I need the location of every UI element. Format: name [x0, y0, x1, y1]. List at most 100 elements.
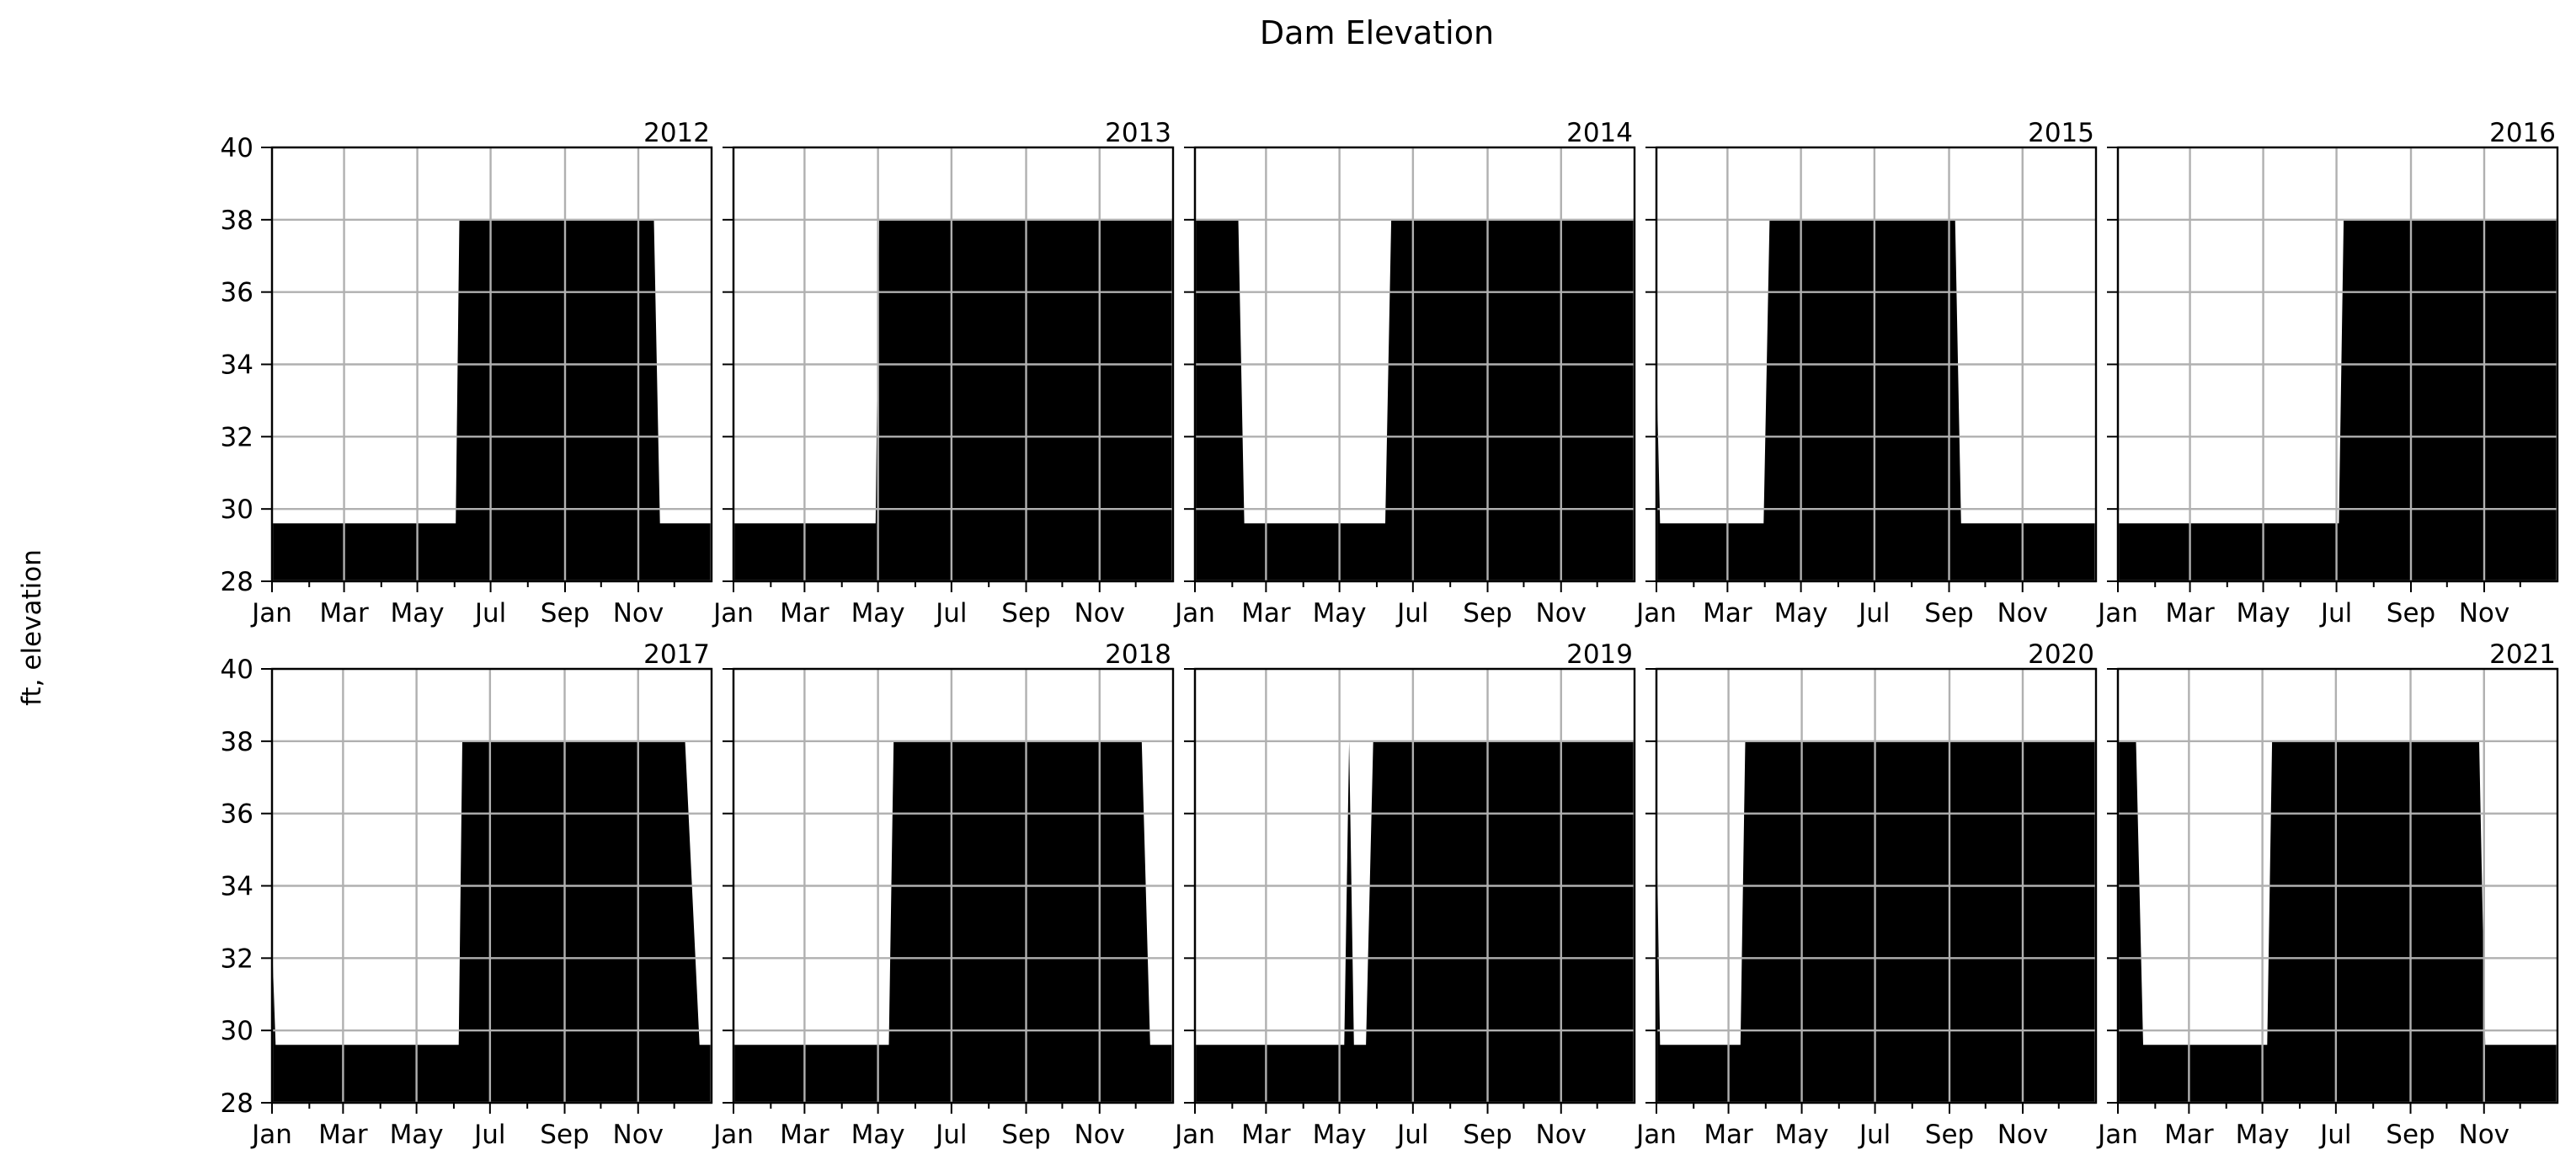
x-tick-label: May	[391, 598, 445, 628]
x-tick-label: May	[1313, 1120, 1367, 1150]
panel-2020: Jan Mar May Jul Sep Nov 2020	[1635, 639, 2098, 1150]
x-tick-label: Jul	[1857, 598, 1890, 628]
x-tick-label: Nov	[1997, 598, 2049, 628]
y-tick-label: 28	[221, 567, 253, 597]
panel-2012: Jan Mar May Jul Sep Nov 28 30 32 34 36 38 40 2012	[221, 118, 713, 628]
elevation-area-2018	[733, 741, 1172, 1103]
x-tick-label: Jul	[472, 1120, 505, 1150]
elevation-area-2021	[2118, 741, 2557, 1103]
x-tick-label: Nov	[613, 598, 664, 628]
panel-year-label: 2017	[643, 639, 710, 670]
x-tick-label: Sep	[2386, 1120, 2435, 1150]
y-tick-label: 36	[221, 278, 253, 308]
elevation-area-2015	[1656, 219, 2095, 581]
x-tick-label: Jan	[2096, 598, 2138, 628]
x-tick-label: Nov	[1997, 1120, 2049, 1150]
x-tick-label: Jan	[1173, 598, 1215, 628]
x-tick-label: Mar	[1703, 598, 1752, 628]
y-axis-label: ft, elevation	[17, 549, 47, 706]
x-tick-label: Jan	[1635, 598, 1677, 628]
x-tick-label: Sep	[541, 598, 589, 628]
panel-year-label: 2012	[643, 118, 710, 148]
panel-2016: Jan Mar May Jul Sep Nov 2016	[2096, 118, 2559, 628]
x-tick-label: Nov	[1075, 1120, 1126, 1150]
panel-2013: Jan Mar May Jul Sep Nov 2013	[712, 118, 1175, 628]
x-tick-label: May	[1775, 1120, 1829, 1150]
x-tick-label: Nov	[1536, 598, 1587, 628]
y-tick-label: 40	[221, 655, 253, 685]
x-tick-label: Nov	[1075, 598, 1126, 628]
x-tick-label: Jul	[2319, 598, 2352, 628]
x-tick-label: Jul	[1395, 598, 1428, 628]
elevation-area-2019	[1195, 741, 1634, 1103]
y-tick-label: 30	[221, 1016, 253, 1046]
x-tick-label: Nov	[1536, 1120, 1587, 1150]
panel-2018: Jan Mar May Jul Sep Nov 2018	[712, 639, 1175, 1150]
panel-2014: Jan Mar May Jul Sep Nov 2014	[1173, 118, 1636, 628]
panel-year-label: 2021	[2489, 639, 2556, 670]
y-tick-label: 40	[221, 133, 253, 163]
x-tick-label: Jul	[1858, 1120, 1891, 1150]
y-tick-label: 38	[221, 206, 253, 236]
panel-year-label: 2018	[1105, 639, 1171, 670]
x-tick-label: Jul	[934, 1120, 967, 1150]
x-tick-label: May	[1313, 598, 1367, 628]
panel-2017: Jan Mar May Jul Sep Nov 28 30 32 34 36 38 40 2017	[221, 639, 713, 1150]
panel-2015: Jan Mar May Jul Sep Nov 2015	[1635, 118, 2098, 628]
panel-year-label: 2020	[2028, 639, 2094, 670]
y-tick-label: 34	[221, 350, 253, 381]
panel-year-label: 2014	[1566, 118, 1633, 148]
x-tick-label: Mar	[318, 1120, 368, 1150]
chart-title: Dam Elevation	[1260, 14, 1494, 51]
y-tick-label: 32	[221, 422, 253, 452]
panel-year-label: 2013	[1105, 118, 1171, 148]
x-tick-label: Jul	[2318, 1120, 2351, 1150]
x-tick-label: Jan	[712, 598, 754, 628]
elevation-area-2014	[1195, 219, 1634, 581]
elevation-area-2017	[272, 741, 711, 1103]
x-tick-label: Jul	[473, 598, 506, 628]
x-tick-label: Jan	[712, 1120, 754, 1150]
x-tick-label: Mar	[1241, 598, 1291, 628]
panel-2021: Jan Mar May Jul Sep Nov 2021	[2096, 639, 2559, 1150]
y-tick-label: 34	[221, 872, 253, 902]
x-tick-label: May	[2237, 598, 2291, 628]
x-tick-label: Jan	[250, 1120, 292, 1150]
x-tick-label: May	[851, 1120, 905, 1150]
x-tick-label: Nov	[2459, 598, 2510, 628]
x-tick-label: May	[2236, 1120, 2290, 1150]
x-tick-label: Sep	[1924, 598, 1973, 628]
x-tick-label: Mar	[2165, 598, 2215, 628]
panel-2019: Jan Mar May Jul Sep Nov 2019	[1173, 639, 1636, 1150]
x-tick-label: Sep	[540, 1120, 589, 1150]
x-tick-label: Nov	[2459, 1120, 2510, 1150]
x-tick-label: May	[851, 598, 905, 628]
y-tick-label: 32	[221, 944, 253, 974]
x-tick-label: Jul	[1395, 1120, 1428, 1150]
x-tick-label: Mar	[780, 598, 829, 628]
elevation-area-2016	[2118, 219, 2557, 581]
x-tick-label: Mar	[2164, 1120, 2214, 1150]
x-tick-label: May	[1774, 598, 1828, 628]
x-tick-label: Mar	[319, 598, 369, 628]
x-tick-label: Mar	[1704, 1120, 1753, 1150]
x-tick-label: Sep	[1001, 598, 1050, 628]
panel-year-label: 2015	[2028, 118, 2094, 148]
x-tick-label: Mar	[780, 1120, 829, 1150]
y-tick-label: 30	[221, 495, 253, 525]
panel-year-label: 2016	[2489, 118, 2556, 148]
x-tick-label: Jul	[934, 598, 967, 628]
panel-year-label: 2019	[1566, 639, 1633, 670]
x-tick-label: May	[390, 1120, 444, 1150]
x-tick-label: Jan	[1173, 1120, 1215, 1150]
x-tick-label: Sep	[2387, 598, 2435, 628]
x-tick-label: Mar	[1241, 1120, 1291, 1150]
panel-grid: Jan Mar May Jul Sep Nov 28 30 32 34 36 38 40 2012 Jan M…	[221, 118, 2559, 1150]
x-tick-label: Nov	[613, 1120, 664, 1150]
y-tick-label: 28	[221, 1088, 253, 1119]
y-tick-label: 36	[221, 799, 253, 830]
x-tick-label: Jan	[2096, 1120, 2138, 1150]
x-tick-label: Sep	[1463, 1120, 1512, 1150]
x-tick-label: Jan	[250, 598, 292, 628]
